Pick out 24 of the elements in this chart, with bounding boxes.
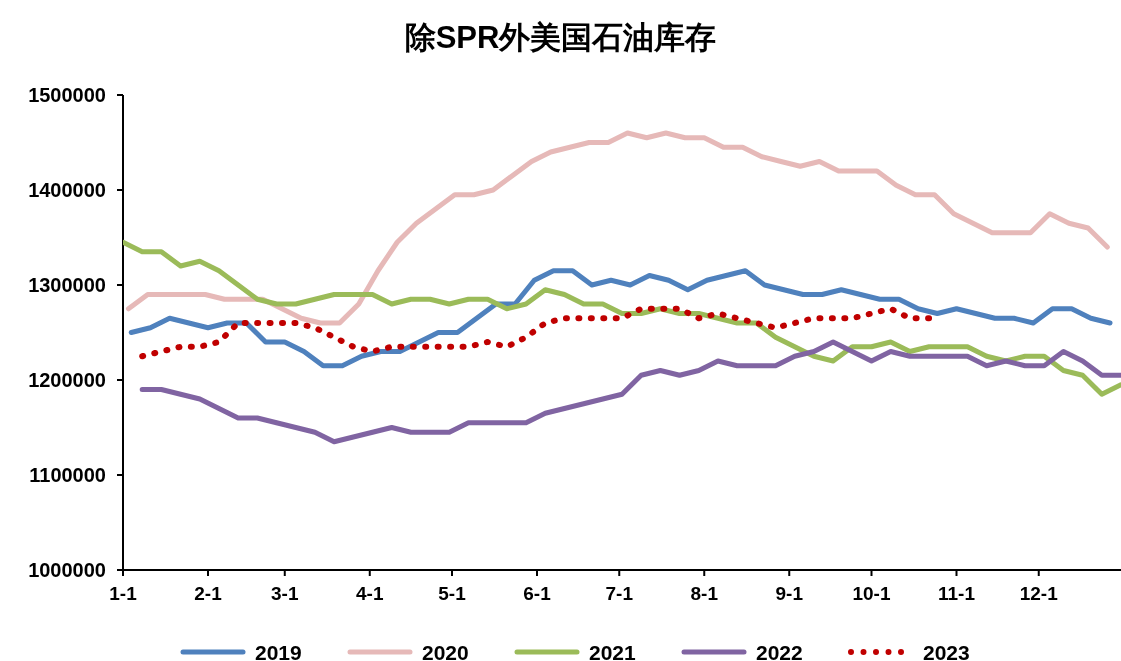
y-tick-label: 1000000: [28, 559, 106, 581]
x-tick-label: 8-1: [690, 583, 719, 604]
x-tick-label: 7-1: [605, 583, 634, 604]
x-tick-label: 4-1: [356, 583, 384, 604]
y-tick-label: 1300000: [28, 274, 106, 296]
x-tick-label: 10-1: [852, 583, 891, 604]
legend-label: 2021: [589, 641, 637, 661]
chart-title: 除SPR外美国石油库存: [404, 20, 717, 55]
x-tick-label: 5-1: [438, 583, 467, 604]
y-tick-label: 1100000: [29, 464, 106, 486]
legend-label: 2022: [756, 641, 803, 661]
x-tick-label: 1-1: [109, 583, 138, 604]
legend-label: 2019: [255, 641, 302, 661]
x-tick-label: 9-1: [775, 583, 804, 604]
legend-label: 2020: [422, 641, 469, 661]
x-tick-label: 3-1: [271, 583, 299, 604]
y-tick-label: 1200000: [28, 369, 106, 391]
legend-label: 2023: [923, 641, 970, 661]
x-tick-label: 11-1: [938, 583, 976, 604]
y-tick-label: 1400000: [28, 179, 106, 201]
y-tick-label: 1500000: [28, 84, 106, 106]
x-tick-label: 2-1: [194, 583, 223, 604]
x-tick-label: 6-1: [523, 583, 552, 604]
x-tick-label: 12-1: [1019, 583, 1059, 604]
